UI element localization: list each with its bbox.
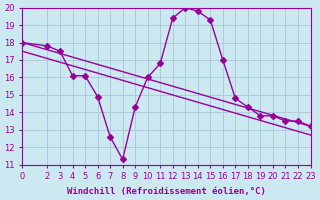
X-axis label: Windchill (Refroidissement éolien,°C): Windchill (Refroidissement éolien,°C) <box>67 187 266 196</box>
